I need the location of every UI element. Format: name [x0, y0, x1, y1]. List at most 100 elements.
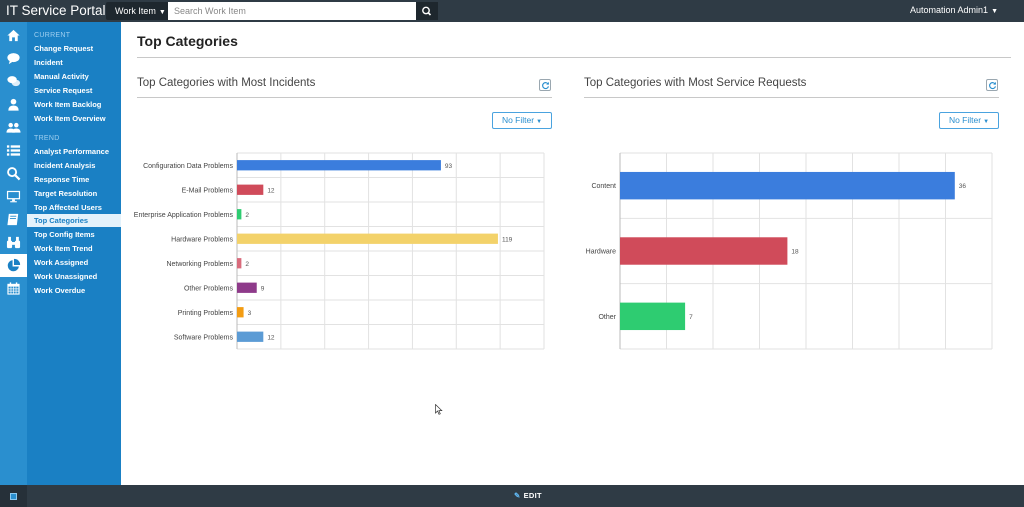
nav-item-target-resolution[interactable]: Target Resolution	[34, 189, 98, 198]
nav-item-analyst-performance[interactable]: Analyst Performance	[34, 147, 110, 156]
bar	[620, 171, 955, 200]
search-icon	[422, 6, 432, 16]
caret-down-icon: ▼	[536, 119, 543, 125]
data-label: 2	[245, 261, 249, 268]
category-label: Networking Problems	[166, 261, 233, 268]
data-label: 18	[791, 249, 799, 256]
category-label: Printing Problems	[178, 310, 234, 317]
refresh-icon	[541, 81, 549, 89]
refresh-icon	[988, 81, 996, 89]
bottom-bar: ✎ EDIT	[0, 485, 1024, 507]
nav-item-work-overdue[interactable]: Work Overdue	[34, 286, 86, 295]
rail-desktop[interactable]	[0, 185, 27, 208]
mouse-cursor-icon	[435, 404, 443, 415]
bar	[237, 258, 242, 269]
nav-item-change-request[interactable]: Change Request	[34, 44, 94, 53]
main-content: Top Categories Top Categories with Most …	[121, 22, 1024, 485]
nav-group-current: CURRENT	[34, 32, 71, 39]
incidents-filter-dropdown[interactable]: No Filter ▼	[492, 112, 552, 129]
nav-item-service-request[interactable]: Service Request	[34, 86, 93, 95]
nav-item-top-config-items[interactable]: Top Config Items	[34, 230, 95, 239]
search-icon	[7, 167, 21, 181]
incidents-refresh-button[interactable]	[539, 79, 551, 91]
rail-search[interactable]	[0, 162, 27, 185]
work-item-dropdown[interactable]: Work Item ▼	[106, 2, 175, 20]
incidents-panel-title: Top Categories with Most Incidents	[137, 77, 316, 89]
bar	[237, 282, 257, 293]
requests-panel-title: Top Categories with Most Service Request…	[584, 77, 807, 89]
rail-pie-chart[interactable]	[0, 254, 27, 277]
nav-item-incident[interactable]: Incident	[34, 58, 63, 67]
incidents-panel-divider	[137, 97, 552, 98]
data-label: 7	[689, 314, 693, 321]
nav-item-work-item-overview[interactable]: Work Item Overview	[34, 114, 106, 123]
category-label: Other Problems	[184, 285, 234, 292]
edit-button-label: EDIT	[523, 491, 542, 500]
square-icon	[10, 492, 17, 500]
pencil-icon: ✎	[514, 491, 521, 500]
data-label: 2	[245, 212, 249, 219]
calendar-icon	[7, 282, 20, 295]
nav-item-top-affected-users[interactable]: Top Affected Users	[34, 203, 102, 212]
category-label: E-Mail Problems	[182, 187, 234, 194]
title-divider	[137, 57, 1011, 58]
search-button[interactable]	[416, 2, 438, 20]
app-brand[interactable]: IT Service Portal	[6, 3, 106, 18]
rail-calendar[interactable]	[0, 277, 27, 300]
bar	[237, 233, 498, 244]
data-label: 12	[267, 334, 275, 341]
user-name: Automation Admin1	[910, 5, 989, 15]
data-label: 119	[502, 236, 513, 243]
work-item-dropdown-label: Work Item	[115, 6, 156, 16]
nav-item-response-time[interactable]: Response Time	[34, 175, 90, 184]
rail-list[interactable]	[0, 139, 27, 162]
user-menu[interactable]: Automation Admin1 ▼	[910, 5, 998, 15]
rail-binoculars[interactable]	[0, 231, 27, 254]
nav-item-work-assigned[interactable]: Work Assigned	[34, 258, 89, 267]
icon-rail	[0, 22, 27, 485]
nav-item-work-unassigned[interactable]: Work Unassigned	[34, 272, 98, 281]
category-label: Enterprise Application Problems	[134, 212, 234, 219]
requests-refresh-button[interactable]	[986, 79, 998, 91]
category-label: Configuration Data Problems	[143, 163, 233, 170]
requests-bar-chart: 0510152025303540Content36Hardware18Other…	[586, 152, 993, 350]
caret-down-icon: ▼	[158, 9, 166, 16]
bar	[620, 237, 788, 265]
binoculars-icon	[6, 236, 21, 249]
requests-filter-label: No Filter	[948, 115, 982, 125]
panel-toggle-button[interactable]	[0, 485, 27, 507]
nav-item-work-item-backlog[interactable]: Work Item Backlog	[34, 100, 102, 109]
bar	[237, 307, 244, 318]
rail-comment[interactable]	[0, 47, 27, 70]
nav-item-manual-activity[interactable]: Manual Activity	[34, 72, 89, 81]
edit-button[interactable]: ✎ EDIT	[514, 491, 542, 500]
rail-users[interactable]	[0, 116, 27, 139]
nav-item-work-item-trend[interactable]: Work Item Trend	[34, 244, 93, 253]
data-label: 3	[248, 310, 252, 317]
book-icon	[7, 213, 19, 226]
data-label: 9	[261, 285, 265, 292]
side-nav: CURRENT Change Request Incident Manual A…	[27, 22, 121, 485]
page-title: Top Categories	[137, 33, 238, 49]
incidents-filter-label: No Filter	[501, 115, 535, 125]
search-input[interactable]	[168, 2, 416, 20]
user-icon	[8, 98, 19, 111]
home-icon	[7, 29, 20, 42]
data-label: 12	[267, 187, 275, 194]
rail-user[interactable]	[0, 93, 27, 116]
category-label: Hardware	[586, 249, 616, 256]
requests-panel-divider	[584, 97, 999, 98]
rail-book[interactable]	[0, 208, 27, 231]
rail-comments[interactable]	[0, 70, 27, 93]
requests-filter-dropdown[interactable]: No Filter ▼	[939, 112, 999, 129]
data-label: 36	[959, 183, 967, 190]
nav-item-top-categories[interactable]: Top Categories	[27, 214, 121, 227]
bar	[237, 160, 441, 171]
nav-group-trend: TREND	[34, 135, 60, 142]
comments-icon	[7, 76, 21, 87]
category-label: Hardware Problems	[171, 236, 233, 243]
bar	[237, 331, 264, 342]
nav-item-incident-analysis[interactable]: Incident Analysis	[34, 161, 96, 170]
rail-home[interactable]	[0, 24, 27, 47]
desktop-icon	[6, 190, 21, 203]
